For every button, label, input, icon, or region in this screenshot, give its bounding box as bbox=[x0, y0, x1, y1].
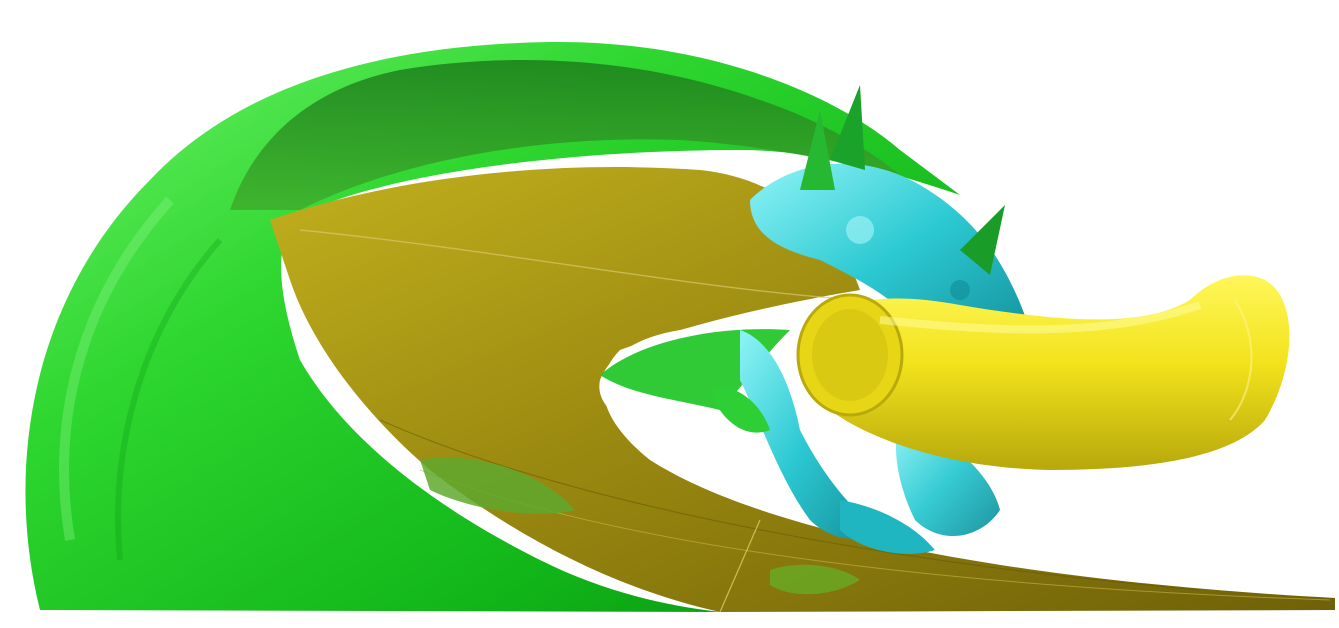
outer-vortex-sheet bbox=[25, 41, 961, 612]
tip-vortex-tube bbox=[796, 275, 1290, 470]
wake-sheet bbox=[270, 167, 1335, 613]
turbulent-structures bbox=[710, 85, 1030, 554]
